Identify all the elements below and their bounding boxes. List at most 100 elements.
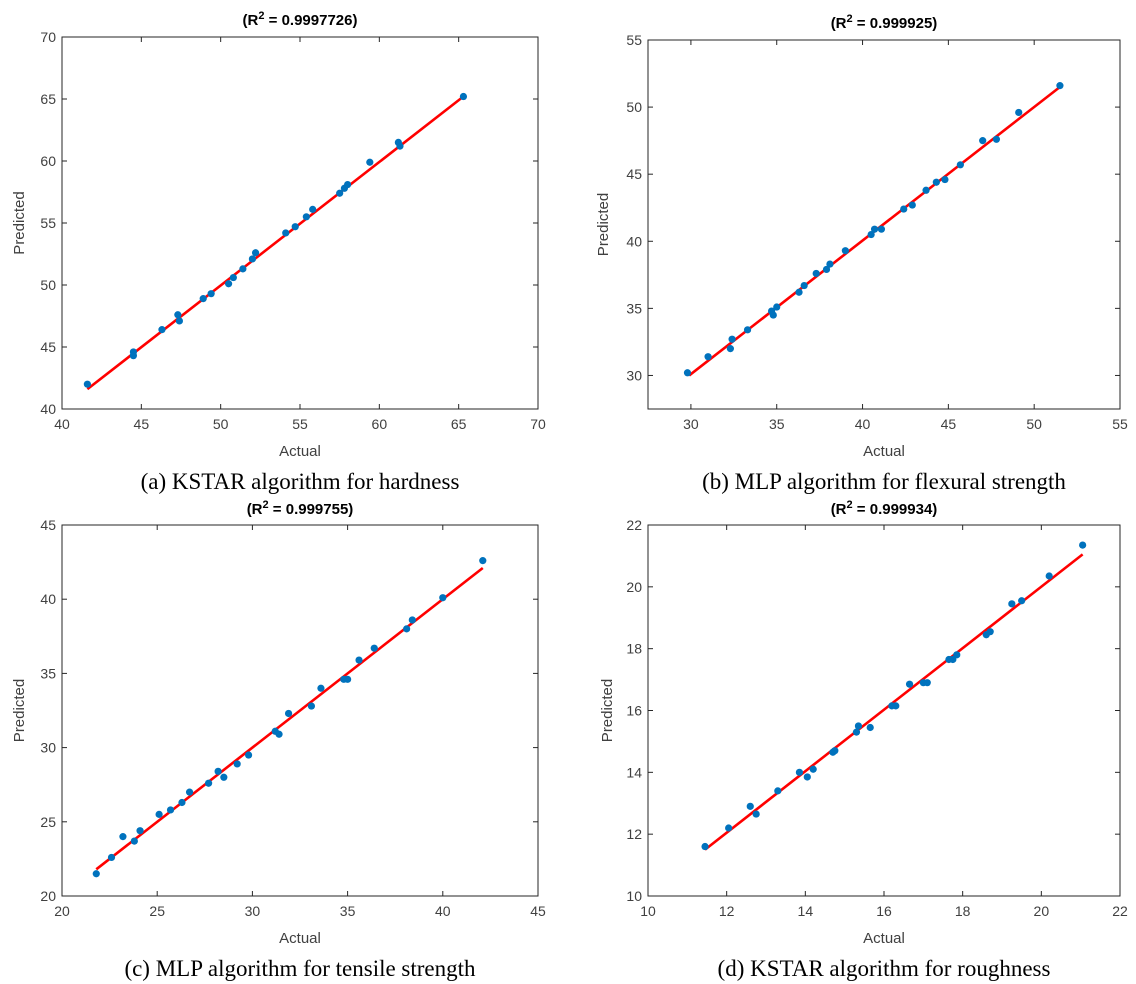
data-point [119,833,127,841]
y-tick-label: 60 [40,153,56,169]
x-tick-label: 22 [1112,903,1128,919]
data-point [854,722,863,730]
chart-title: (R2 = 0.999925) [831,13,938,32]
y-tick-label: 35 [626,300,642,316]
title-superscript: 2 [263,499,269,511]
data-point [1079,541,1087,549]
data-point [986,628,994,636]
data-point [752,810,760,818]
y-tick-label: 14 [626,764,642,780]
data-point [701,842,709,851]
data-point [136,827,144,835]
data-point [479,557,487,565]
data-point [746,802,754,810]
x-tick-label: 30 [683,416,699,432]
y-tick-label: 20 [626,579,642,595]
data-point [459,92,468,101]
data-point [956,161,964,169]
data-point [366,158,374,166]
data-point [831,747,839,755]
data-point [1045,572,1053,580]
y-tick-label: 35 [40,665,56,681]
y-tick-label: 70 [40,29,56,45]
x-tick-label: 45 [530,903,546,919]
title-superscript: 2 [847,13,853,25]
plot-frame [647,39,1121,410]
data-point [439,594,447,602]
y-tick-label: 40 [40,401,56,417]
data-point [900,205,908,213]
data-point [1008,600,1016,608]
chart-panel-0: (R2 = 0.9997726) 40 45 50 55 60 65 70 40 45 50 55 60… [11,10,546,494]
data-point [214,767,222,775]
data-point [773,303,781,311]
chart-panel-2: (R2 = 0.999755) 20 25 30 35 40 45 20 25 30 35 40 45 A… [11,499,546,981]
data-point [852,728,861,736]
fit-line [95,567,484,871]
data-point [229,273,237,282]
data-point [370,644,378,652]
title-prefix: (R [243,12,259,29]
panel-caption: (a) KSTAR algorithm for hardness [141,469,460,494]
x-tick-label: 30 [245,903,261,919]
data-point [932,178,940,186]
x-tick-label: 20 [54,903,70,919]
data-point [866,723,874,732]
x-tick-label: 60 [372,416,388,432]
title-suffix: = 0.999755) [269,501,354,518]
data-point [1056,82,1064,90]
data-point [992,135,1001,143]
y-tick-label: 65 [40,91,56,107]
x-tick-label: 18 [955,903,971,919]
data-point [1018,597,1026,605]
data-point [841,247,849,255]
data-point [207,290,215,298]
data-point [822,265,831,274]
y-tick-label: 55 [626,32,642,48]
data-point [175,317,184,325]
fit-line [86,95,465,391]
data-point [826,260,834,268]
title-suffix: = 0.999925) [853,15,938,32]
data-point [83,380,91,388]
data-point [233,760,241,768]
data-point [336,189,344,197]
title-suffix: = 0.9997726) [264,12,357,29]
title-suffix: = 0.999934) [853,501,938,518]
data-point [178,798,186,807]
data-point [251,249,260,257]
y-tick-label: 55 [40,215,56,231]
data-point [92,870,100,878]
data-point [803,773,811,781]
data-point [403,625,411,633]
y-tick-label: 30 [40,740,56,756]
plot-frame [61,524,539,897]
chart-title: (R2 = 0.9997726) [243,10,358,29]
panel-caption: (c) MLP algorithm for tensile strength [124,956,476,981]
data-point [344,675,352,683]
data-point [155,810,163,818]
data-point [704,353,712,361]
data-point [725,824,733,832]
title-superscript: 2 [258,10,264,22]
data-point [248,255,256,263]
data-point [728,335,736,343]
data-point [166,806,175,814]
data-point [309,205,317,213]
y-tick-label: 45 [626,166,642,182]
x-tick-label: 35 [769,416,785,432]
data-point [979,137,987,145]
data-point [743,326,752,334]
fit-line [704,553,1084,851]
data-point [923,679,931,687]
data-point [769,311,777,319]
x-tick-label: 55 [292,416,308,432]
x-tick-label: 70 [530,416,546,432]
data-point [683,369,692,377]
title-prefix: (R [247,501,263,518]
y-axis-label: Predicted [11,191,28,254]
data-point [1015,108,1023,117]
data-point [307,702,316,710]
data-point [800,281,808,290]
x-axis-label: Actual [863,443,905,460]
